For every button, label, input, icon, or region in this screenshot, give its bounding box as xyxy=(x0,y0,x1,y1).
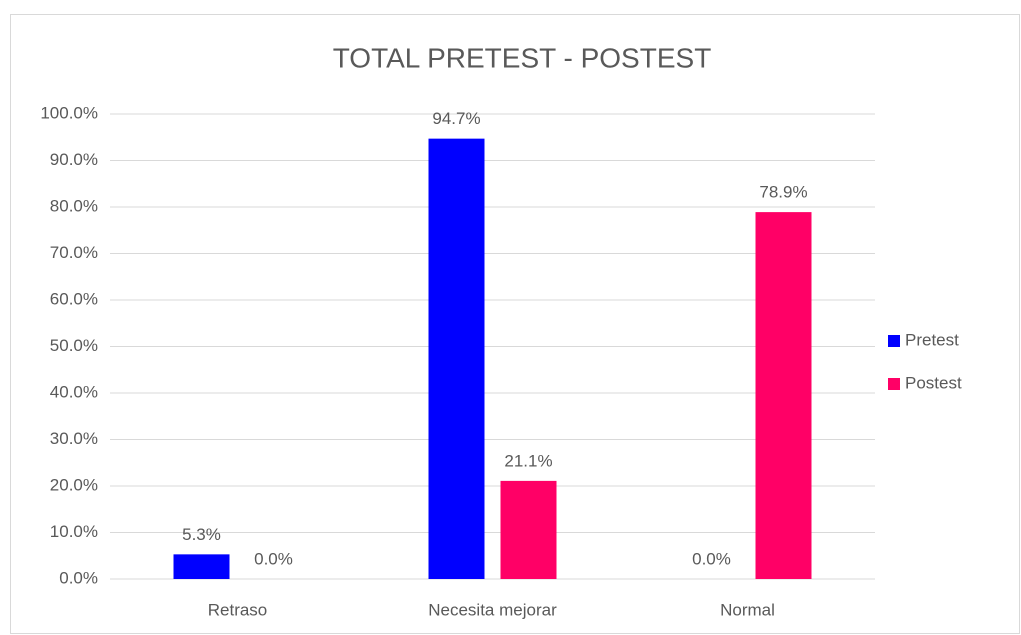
legend-swatch xyxy=(888,378,900,390)
y-tick-label: 0.0% xyxy=(59,568,98,587)
legend-label: Postest xyxy=(905,373,962,392)
data-label: 0.0% xyxy=(692,549,731,568)
data-label: 78.9% xyxy=(759,183,807,202)
legend-label: Pretest xyxy=(905,330,959,349)
data-label: 94.7% xyxy=(432,109,480,128)
y-tick-label: 100.0% xyxy=(40,103,98,122)
y-tick-label: 40.0% xyxy=(50,382,98,401)
x-tick-label: Necesita mejorar xyxy=(428,600,557,619)
y-tick-label: 90.0% xyxy=(50,150,98,169)
data-label: 0.0% xyxy=(254,549,293,568)
chart-title: TOTAL PRETEST - POSTEST xyxy=(333,42,712,73)
y-tick-label: 10.0% xyxy=(50,522,98,541)
y-tick-label: 30.0% xyxy=(50,429,98,448)
data-label: 5.3% xyxy=(182,525,221,544)
x-tick-label: Retraso xyxy=(208,600,268,619)
y-tick-label: 20.0% xyxy=(50,475,98,494)
y-tick-label: 80.0% xyxy=(50,196,98,215)
y-tick-label: 60.0% xyxy=(50,289,98,308)
bar xyxy=(173,554,230,579)
y-tick-label: 70.0% xyxy=(50,243,98,262)
data-label: 21.1% xyxy=(504,451,552,470)
legend-swatch xyxy=(888,335,900,347)
bar xyxy=(428,138,485,579)
bar xyxy=(755,212,812,580)
x-tick-label: Normal xyxy=(720,600,775,619)
y-tick-label: 50.0% xyxy=(50,336,98,355)
bar xyxy=(500,480,557,579)
